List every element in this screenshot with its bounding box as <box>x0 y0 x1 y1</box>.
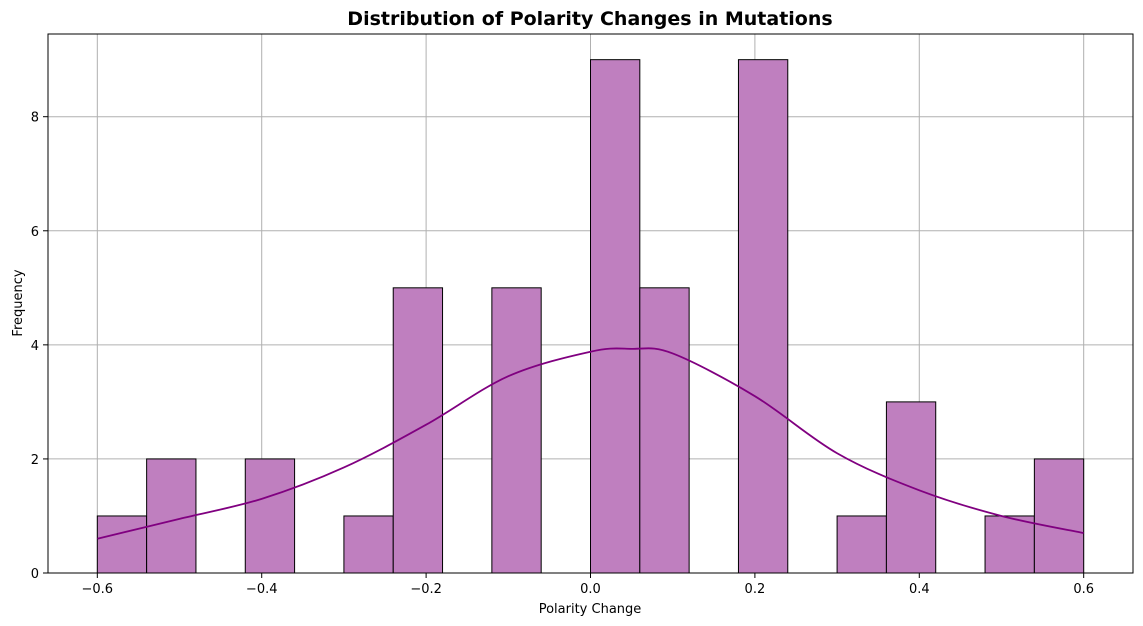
histogram-bar <box>590 59 641 574</box>
x-tick-label: 0.2 <box>745 582 766 597</box>
chart-title: Distribution of Polarity Changes in Muta… <box>347 8 832 30</box>
histogram-bar <box>392 287 444 574</box>
y-tick-label: 8 <box>31 111 39 126</box>
histogram-bar <box>836 515 887 574</box>
y-tick-label: 6 <box>31 225 39 240</box>
x-tick-label: 0.6 <box>1073 582 1094 597</box>
y-tick-label: 0 <box>31 567 39 582</box>
x-tick-label: 0.0 <box>580 582 601 597</box>
histogram-bars <box>96 59 1085 574</box>
x-tick-label: 0.4 <box>909 582 930 597</box>
histogram-bar <box>244 458 296 574</box>
x-tick-label: −0.4 <box>246 582 278 597</box>
histogram-bar <box>343 515 394 574</box>
kde-curve <box>97 347 1084 540</box>
y-axis-label: Frequency <box>11 269 26 336</box>
x-tick-label: −0.2 <box>410 582 442 597</box>
histogram-bar <box>491 287 542 574</box>
histogram-bar <box>737 59 789 574</box>
ticks: −0.6 −0.4 −0.2 0.0 0.2 0.4 0.6 0 2 4 6 8 <box>31 111 1094 597</box>
histogram-bar <box>639 287 690 574</box>
x-tick-label: −0.6 <box>82 582 114 597</box>
y-tick-label: 2 <box>31 453 39 468</box>
histogram-bar <box>984 515 1035 574</box>
x-axis-label: Polarity Change <box>539 602 642 617</box>
histogram-bar <box>1033 458 1085 574</box>
y-tick-label: 4 <box>31 339 39 354</box>
histogram-bar <box>96 515 148 574</box>
